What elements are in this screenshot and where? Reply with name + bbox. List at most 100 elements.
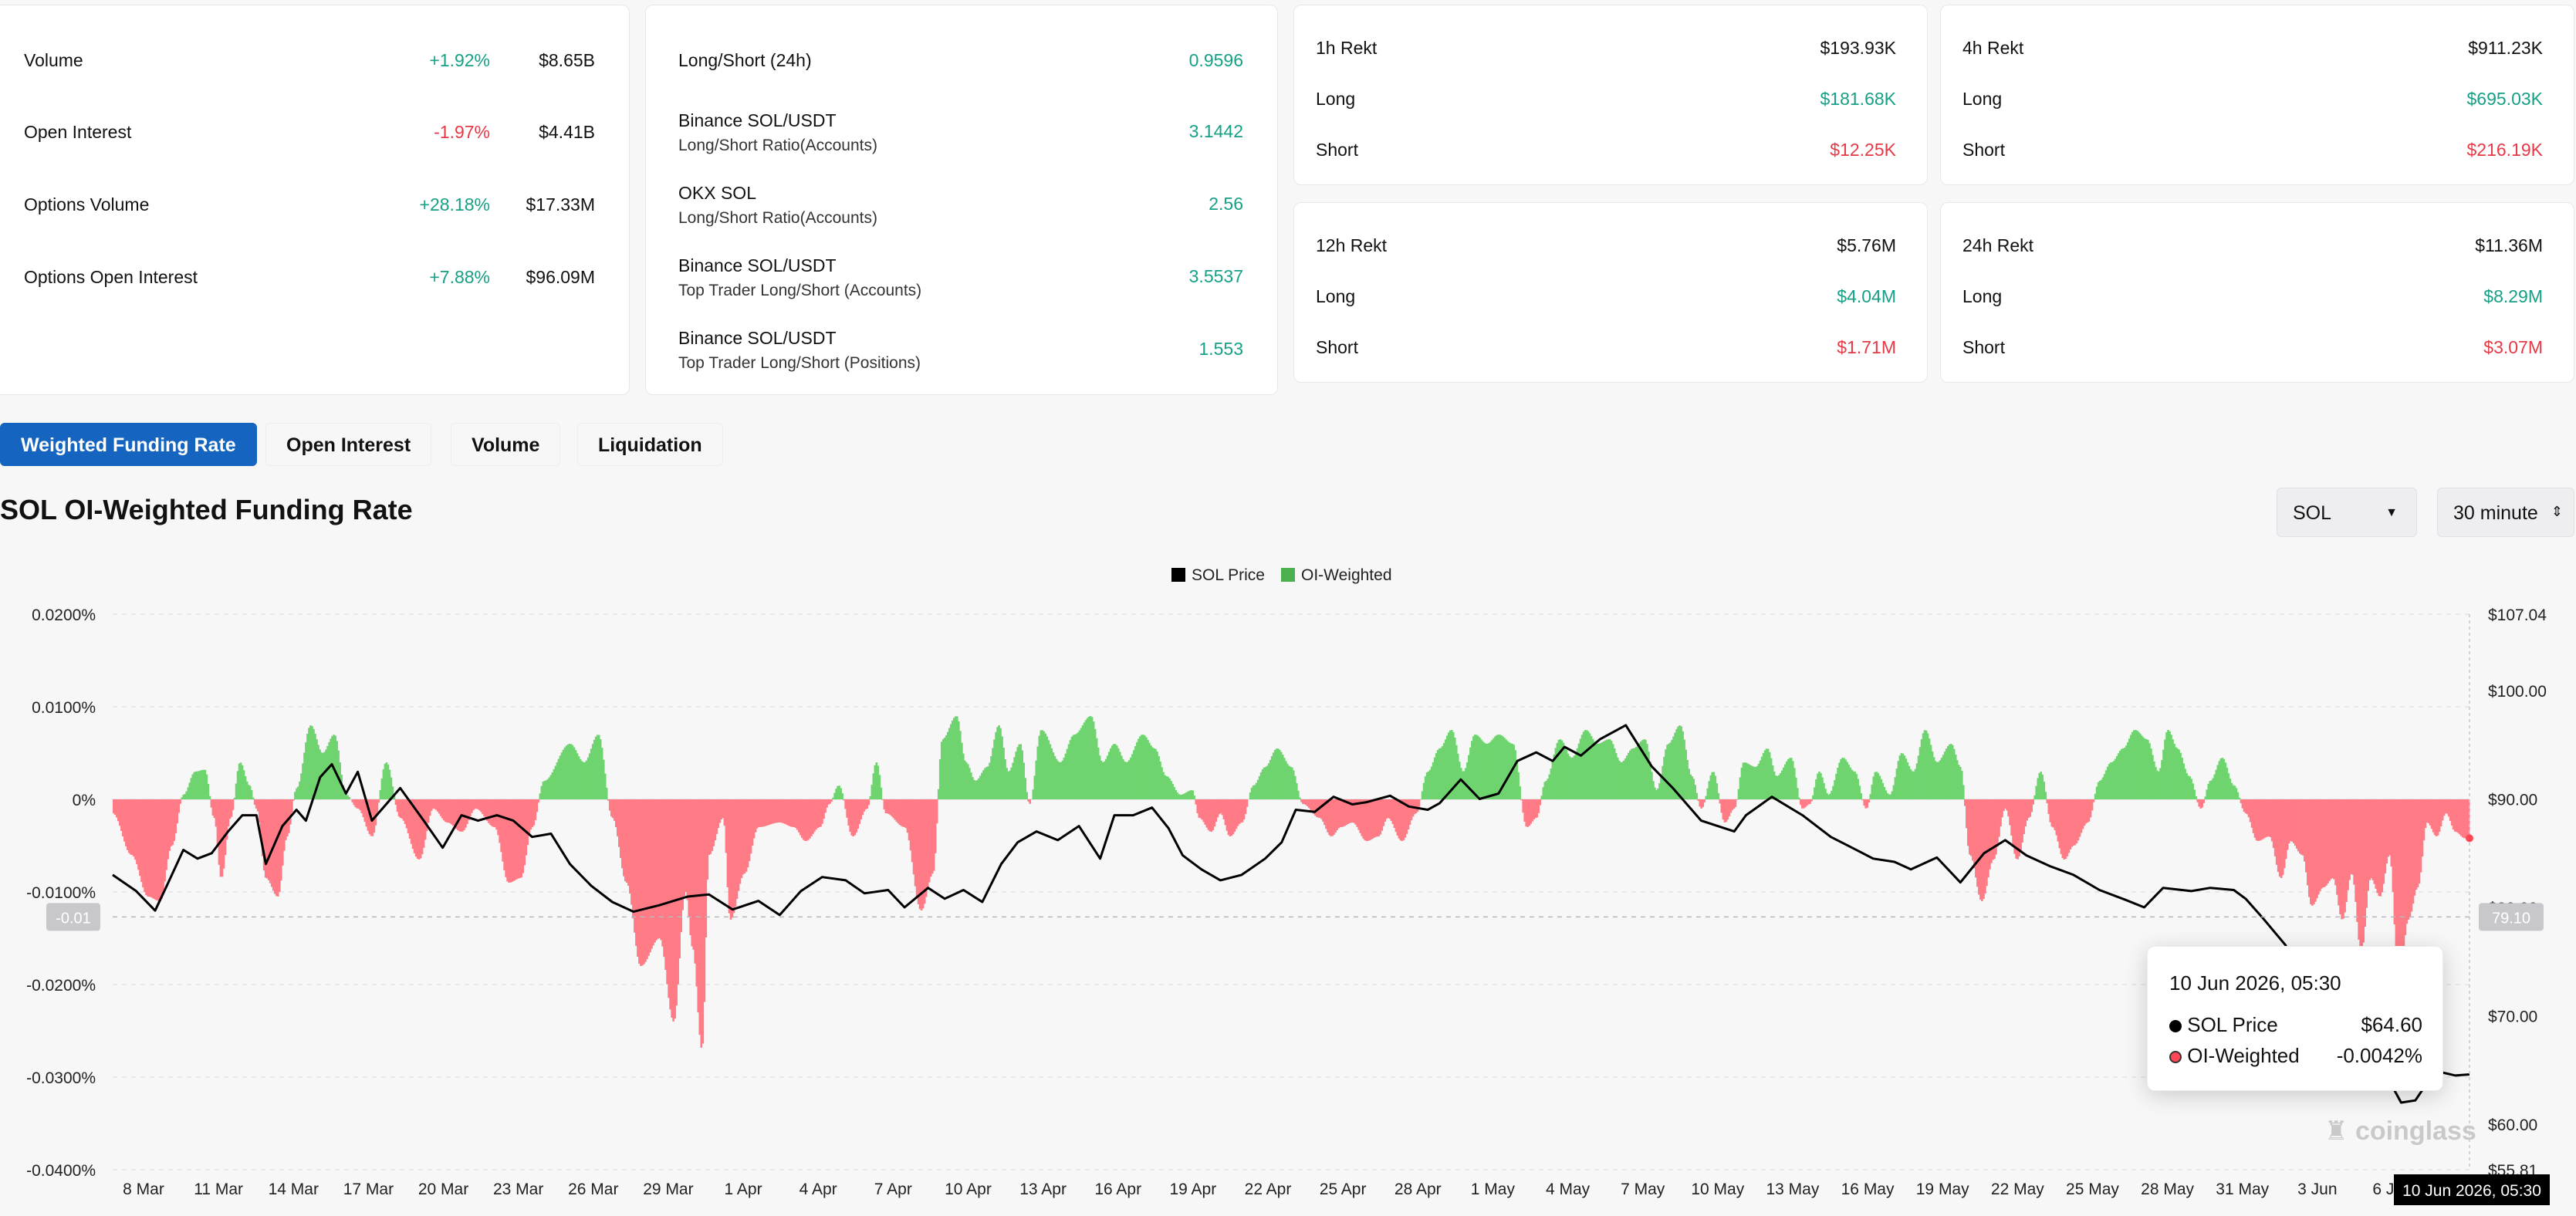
funding-bar [228, 799, 232, 819]
funding-bar [1844, 759, 1847, 799]
funding-bar [1709, 775, 1712, 799]
funding-bar [2250, 799, 2253, 828]
tab-liquidation[interactable]: Liquidation [577, 423, 723, 466]
funding-bar [1908, 765, 1911, 799]
funding-bar [1646, 744, 1648, 799]
funding-bar [2114, 758, 2117, 799]
chart-title: SOL OI-Weighted Funding Rate [0, 494, 413, 525]
funding-bar [1202, 799, 1205, 822]
funding-bar [185, 791, 188, 799]
funding-bar [1685, 749, 1687, 799]
funding-bar [1976, 799, 1979, 887]
funding-bar [2091, 799, 2094, 811]
funding-bar [436, 799, 439, 812]
funding-bar [2359, 799, 2361, 951]
funding-bar [2387, 799, 2390, 857]
funding-bar [1496, 735, 1498, 799]
rekt-total: $193.93K [1820, 38, 1896, 58]
funding-bar [2164, 739, 2166, 799]
funding-bar [2128, 738, 2131, 799]
x-tick: 28 May [2141, 1181, 2194, 1198]
funding-bar [832, 797, 834, 799]
funding-bar [769, 799, 772, 825]
funding-bar [1241, 799, 1244, 822]
funding-bar [531, 799, 534, 828]
funding-bar [471, 799, 473, 813]
funding-bar [438, 799, 441, 814]
funding-bar [706, 799, 709, 880]
funding-bar [448, 799, 451, 823]
interval-select[interactable]: 30 minute ⇕ [2437, 488, 2574, 537]
funding-bar [1963, 799, 1966, 806]
funding-bar [891, 799, 894, 817]
funding-bar [1847, 765, 1850, 799]
symbol-select[interactable]: SOL ▼ [2277, 488, 2417, 537]
funding-bar [803, 799, 805, 840]
x-tick: 14 Mar [269, 1181, 319, 1198]
funding-bar [1235, 799, 1238, 829]
y-left-tick: -0.0300% [26, 1069, 96, 1087]
funding-bar [1831, 790, 1833, 799]
funding-bar [732, 799, 735, 914]
funding-bar [2206, 789, 2209, 799]
funding-bar [743, 799, 746, 873]
funding-bar [661, 799, 664, 947]
funding-bar [949, 724, 952, 799]
funding-bar [1394, 799, 1398, 833]
funding-bar [2204, 796, 2207, 799]
funding-bar [841, 793, 843, 799]
funding-bar [1602, 741, 1605, 799]
funding-bar [951, 720, 954, 799]
funding-bar [2020, 799, 2022, 851]
funding-bar [846, 799, 848, 818]
funding-bar [210, 799, 213, 808]
stat-label: Volume [24, 50, 83, 70]
funding-bar [1444, 739, 1447, 799]
funding-bar [113, 799, 115, 814]
funding-bar [663, 799, 665, 958]
long-short-ratio-card: Long/Short (24h) 0.9596 Binance SOL/USDT Lo… [645, 5, 1278, 395]
funding-bar [1188, 790, 1192, 799]
funding-bar [594, 736, 597, 799]
funding-bar [2098, 780, 2101, 799]
funding-bar [2347, 799, 2349, 890]
stat-value: $8.65B [539, 50, 595, 70]
funding-bar [1800, 799, 1802, 806]
funding-bar [1797, 788, 1799, 799]
funding-bar [1385, 799, 1388, 819]
funding-bar [590, 748, 593, 799]
funding-bar [326, 745, 329, 799]
funding-bar [1616, 757, 1619, 799]
funding-bar [394, 799, 397, 806]
funding-bar [1351, 799, 1354, 823]
funding-bar [1610, 741, 1613, 799]
funding-bar [875, 762, 878, 799]
funding-bar [618, 799, 620, 847]
funding-bar [1390, 799, 1393, 822]
funding-bar [712, 799, 715, 846]
funding-bar [551, 772, 554, 799]
funding-bar [2412, 799, 2415, 904]
tab-weighted-funding-rate[interactable]: Weighted Funding Rate [0, 423, 257, 466]
funding-bar [2300, 799, 2303, 855]
tab-volume[interactable]: Volume [451, 423, 561, 466]
funding-bar [1975, 799, 1977, 878]
x-tick: 20 Mar [418, 1181, 468, 1198]
tab-open-interest[interactable]: Open Interest [265, 423, 432, 466]
funding-bar [1165, 776, 1168, 799]
funding-bar [800, 799, 802, 836]
funding-bar [1023, 762, 1026, 799]
funding-bar [864, 799, 867, 809]
funding-bar [735, 799, 739, 900]
funding-bar [1892, 785, 1895, 799]
funding-bar [816, 799, 819, 829]
funding-bar [1418, 799, 1421, 807]
funding-bar [241, 765, 244, 799]
funding-bar [1539, 799, 1542, 806]
funding-bar [860, 799, 863, 819]
sol-price-line [112, 724, 2470, 1104]
funding-bar [2255, 799, 2258, 841]
funding-bar [1666, 745, 1668, 799]
funding-bar [225, 799, 228, 840]
funding-bar [1920, 739, 1923, 799]
